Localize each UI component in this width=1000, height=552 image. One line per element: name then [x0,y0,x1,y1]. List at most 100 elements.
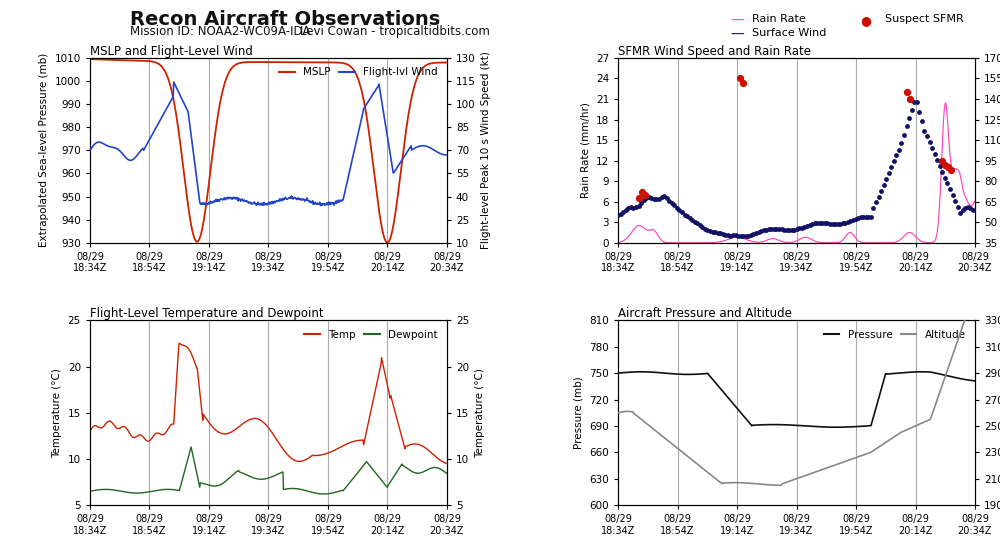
Point [825,220,841,229]
Point [654,193,670,202]
Point [937,160,953,169]
Point [845,215,861,224]
Point [881,168,897,177]
Point [848,214,864,223]
Point [858,212,874,221]
Point [679,212,695,221]
Point [865,204,881,213]
Point [763,224,779,233]
Point [919,132,935,141]
Point [932,161,948,170]
Point [768,224,784,233]
Point [631,193,647,202]
Point [781,226,797,235]
Point [677,210,693,219]
Point [899,122,915,131]
Point [669,203,685,212]
Point [888,151,904,160]
Text: SFMR Wind Speed and Rain Rate: SFMR Wind Speed and Rain Rate [618,45,811,58]
Text: Rain Rate: Rain Rate [752,14,806,24]
Y-axis label: Temperature (°C): Temperature (°C) [475,368,485,458]
Point [835,219,851,228]
Point [637,190,653,199]
Point [855,213,871,221]
Point [743,231,759,240]
Point [891,145,907,154]
Point [901,114,917,123]
Text: Mission ID: NOAA2-WC09A-IDA: Mission ID: NOAA2-WC09A-IDA [130,25,310,38]
Point [728,231,744,240]
Point [904,105,920,114]
Point [927,150,943,158]
Point [761,225,777,233]
Point [697,224,713,233]
Y-axis label: Flight-level Peak 10 s Wind Speed (kt): Flight-level Peak 10 s Wind Speed (kt) [481,51,491,250]
Point [733,232,749,241]
Point [771,225,787,233]
Point [863,213,879,221]
Text: Flight-Level Temperature and Dewpoint: Flight-Level Temperature and Dewpoint [90,307,324,320]
Point [876,181,892,189]
Point [950,203,966,211]
Text: ●: ● [860,14,871,27]
Point [842,216,858,225]
Point [712,229,728,238]
Point [707,228,723,237]
Point [620,204,636,213]
Y-axis label: Temperature (°C): Temperature (°C) [52,368,62,458]
Point [722,231,738,240]
Point [730,231,746,240]
Point [819,219,835,227]
Y-axis label: Pressure (mb): Pressure (mb) [574,376,584,449]
Point [934,156,950,165]
Text: —: — [730,28,744,41]
Point [648,195,664,204]
Legend: Temp, Dewpoint: Temp, Dewpoint [300,326,442,344]
Point [615,208,631,216]
Point [694,222,710,231]
Point [766,224,782,233]
Point [822,219,838,228]
Y-axis label: Rain Rate (mm/hr): Rain Rate (mm/hr) [580,103,590,198]
Point [942,185,958,194]
Point [906,97,922,106]
Point [796,222,812,231]
Point [715,230,731,238]
Point [960,203,976,211]
Point [656,192,672,200]
Point [664,199,680,208]
Point [837,218,853,227]
Point [916,126,932,135]
Point [776,225,792,234]
Point [860,212,876,221]
Text: Recon Aircraft Observations: Recon Aircraft Observations [130,10,440,29]
Point [799,221,815,230]
Point [666,201,682,210]
Point [725,231,741,240]
Point [720,231,736,240]
Text: Levi Cowan - tropicaltidbits.com: Levi Cowan - tropicaltidbits.com [300,25,490,38]
Point [661,197,677,205]
Point [902,94,918,103]
Point [732,74,748,83]
Point [638,194,654,203]
Point [896,130,912,139]
Point [684,215,700,224]
Point [914,116,930,125]
Point [651,194,667,203]
Point [671,206,687,215]
Point [623,202,639,211]
Point [943,166,959,174]
Point [850,214,866,222]
Point [809,219,825,227]
Point [735,78,751,87]
Point [613,209,629,218]
Point [687,217,703,226]
Point [705,227,721,236]
Point [965,205,981,214]
Point [756,226,772,235]
Point [807,219,823,227]
Point [699,226,715,235]
Point [702,227,718,236]
Point [753,227,769,236]
